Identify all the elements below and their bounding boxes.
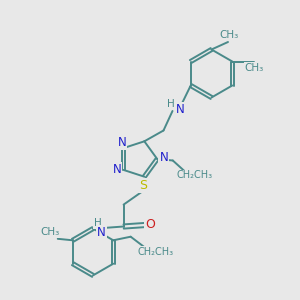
- Text: N: N: [112, 163, 121, 176]
- Text: CH₂CH₃: CH₂CH₃: [137, 247, 173, 257]
- Text: N: N: [118, 136, 126, 149]
- Text: O: O: [146, 218, 155, 232]
- Text: CH₃: CH₃: [40, 227, 59, 237]
- Text: CH₃: CH₃: [245, 63, 264, 73]
- Text: N: N: [176, 103, 185, 116]
- Text: N: N: [97, 226, 106, 239]
- Text: CH₃: CH₃: [219, 30, 238, 40]
- Text: CH₂CH₃: CH₂CH₃: [177, 170, 213, 181]
- Text: H: H: [167, 99, 174, 109]
- Text: H: H: [94, 218, 101, 228]
- Text: N: N: [159, 151, 168, 164]
- Text: S: S: [139, 179, 147, 192]
